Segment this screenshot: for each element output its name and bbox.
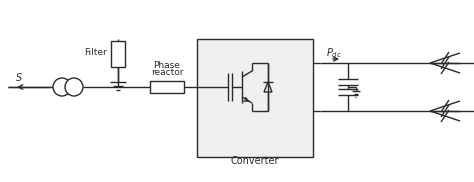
Text: Phase: Phase <box>154 61 181 70</box>
Text: Converter: Converter <box>231 156 279 166</box>
Circle shape <box>65 78 83 96</box>
Bar <box>111 41 125 67</box>
Text: Filter: Filter <box>85 48 108 57</box>
Bar <box>197 39 313 157</box>
Bar <box>150 81 184 93</box>
Text: $P_{dc}$: $P_{dc}$ <box>326 46 342 60</box>
Text: $S$: $S$ <box>15 71 23 83</box>
Circle shape <box>53 78 71 96</box>
Text: reactor: reactor <box>151 68 183 77</box>
